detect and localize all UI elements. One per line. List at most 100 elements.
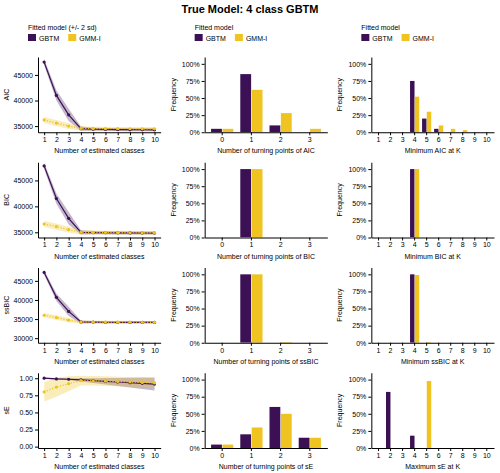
line [44,272,154,322]
tick-mark [105,238,106,241]
tick-mark [309,343,310,346]
axis-line [38,373,39,448]
x-axis: 12345678910 [39,238,162,249]
tick: 35000 [14,123,38,130]
bar [439,448,443,449]
tick: 35000 [14,229,38,236]
bar [398,342,402,343]
tick: 100% [182,271,205,278]
tick-label: 75% [186,183,200,190]
tick-mark [368,64,371,65]
tick-mark [35,319,38,320]
tick-mark [390,448,391,451]
tick-label: 6 [104,452,108,459]
bar [386,392,390,448]
tick: 75% [352,78,371,85]
tick: 25% [186,217,205,224]
line [44,224,154,233]
tick-label: 100% [182,271,200,278]
tick: 4 [79,343,83,354]
tick: 8 [129,448,133,459]
bar [446,237,450,238]
line [44,315,154,322]
tick-label: 100% [182,166,200,173]
tick-mark [202,115,205,116]
tick-mark [35,395,38,396]
tick-mark [378,448,379,451]
point [79,231,82,234]
tick: 5 [92,343,96,354]
y-axis-title: BIC [3,194,10,206]
axis-line [38,163,39,238]
tick-mark [280,238,281,241]
tick-mark [251,238,252,241]
tick-mark [222,238,223,241]
plot-area [386,381,431,448]
tick-mark [130,132,131,135]
plot-area [43,376,157,402]
tick-label: 0% [190,234,200,241]
tick-label: 10 [151,347,159,354]
tick-mark [155,132,156,135]
tick-mark [280,132,281,135]
tick-label: 3 [401,452,405,459]
tick-label: 75% [186,288,200,295]
tick-mark [202,98,205,99]
legend-swatch [402,34,410,41]
x-axis-title: Number of estimated classes [54,463,145,470]
point [67,382,70,385]
tick-mark [486,238,487,241]
x-axis-title: Number of turning points of BIC [217,253,315,261]
panel: 0.000.250.500.751.0012345678910Number of… [3,373,161,470]
tick-mark [202,220,205,221]
tick: 5 [92,132,96,143]
point [104,127,107,130]
point [153,381,156,384]
x-axis: 12345678910 [372,132,495,143]
tick: 3 [67,238,71,249]
x-axis-title: Minimum AIC at K [405,147,461,154]
tick-mark [368,220,371,221]
point [104,231,107,234]
point [79,127,82,130]
tick: 10 [483,448,491,459]
tick-mark [93,132,94,135]
tick-label: 1 [377,241,381,248]
bar [211,445,222,448]
tick: 50% [352,200,371,207]
tick-mark [368,291,371,292]
tick-mark [202,291,205,292]
tick-label: 45000 [14,72,34,79]
plot-area [240,169,262,237]
bar [487,342,491,343]
panel: 0%25%50%75%100%12345678910Maximum sE at … [336,373,494,470]
x-axis-title: Number of estimated classes [54,358,145,365]
tick: 4 [413,238,417,249]
point [104,379,107,382]
tick: 8 [129,132,133,143]
panel: 0%25%50%75%100%0123Number of turning poi… [170,268,328,366]
tick-label: 0 [220,452,224,459]
tick: 6 [437,238,441,249]
tick-label: 6 [104,136,108,143]
tick-label: 4 [413,241,417,248]
point [104,380,107,383]
tick: 6 [437,343,441,354]
tick-mark [251,343,252,346]
tick-label: 10 [483,241,491,248]
axis-line [371,163,372,238]
tick-label: 100% [182,376,200,383]
y-axis: 0%25%50%75%100% [348,58,371,136]
bar [299,438,310,448]
bar [470,342,474,343]
tick-label: 35000 [14,229,34,236]
tick: 45000 [14,72,38,79]
tick-mark [368,169,371,170]
tick: 100% [182,166,205,173]
tick-mark [81,343,82,346]
axis-line [205,163,206,238]
tick: 50% [186,305,205,312]
tick-mark [130,448,131,451]
tick: 9 [473,238,477,249]
tick-mark [402,448,403,451]
